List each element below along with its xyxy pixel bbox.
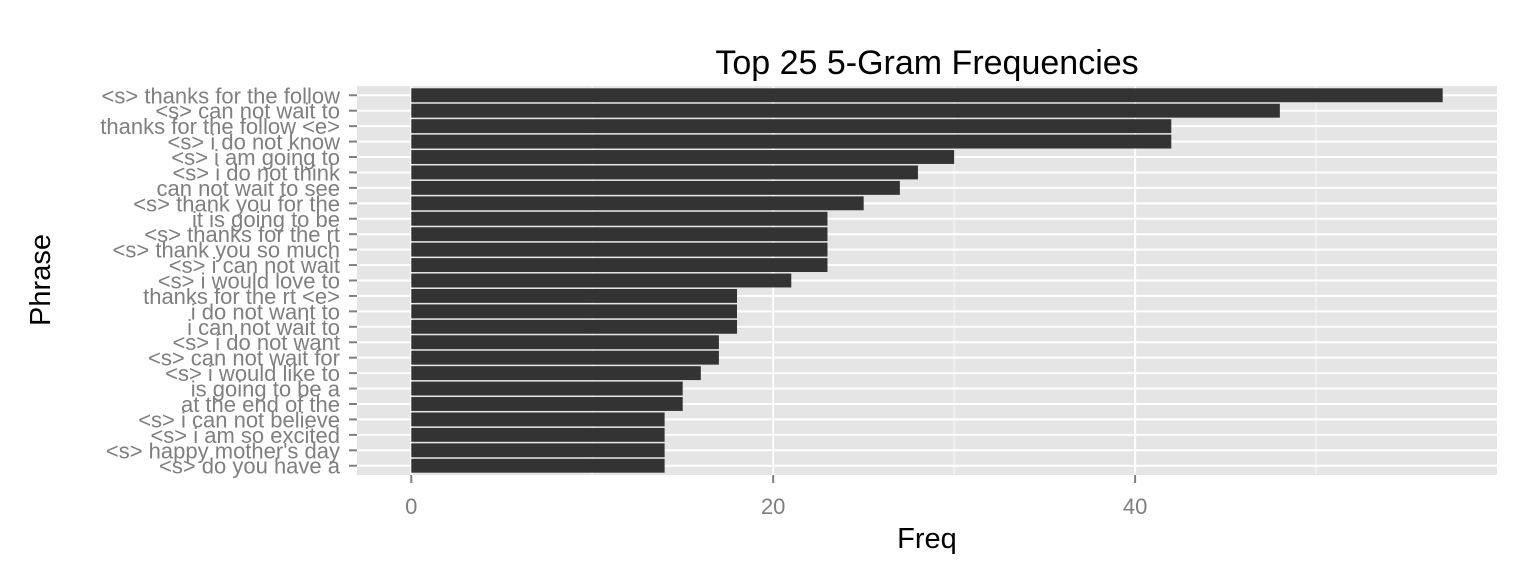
x-axis-tick-labels: 0 20 40 xyxy=(405,494,1147,519)
bar xyxy=(411,180,900,195)
y-tick-label: <s> i would like to xyxy=(165,361,340,386)
bars xyxy=(411,88,1443,473)
chart-title: Top 25 5-Gram Frequencies xyxy=(715,44,1138,82)
bar xyxy=(411,304,737,319)
bar xyxy=(411,150,955,164)
y-tick-label: <s> can not wait for xyxy=(148,346,340,371)
bar xyxy=(411,134,1172,149)
bar xyxy=(411,211,828,226)
y-tick-label: <s> i can not wait xyxy=(169,253,340,278)
bar xyxy=(411,443,665,458)
bar xyxy=(411,103,1280,118)
x-tick-label: 20 xyxy=(761,494,785,519)
y-tick-label: thanks for the rt <e> xyxy=(143,284,340,309)
y-tick-label: <s> thank you so much xyxy=(113,238,340,263)
y-tick-label: <s> i am so excited xyxy=(150,423,340,448)
y-axis-title: Phrase xyxy=(25,234,57,326)
bar xyxy=(411,335,719,350)
bar xyxy=(411,227,828,242)
y-tick-label: <s> thank you for the xyxy=(133,191,340,216)
y-tick-label: at the end of the xyxy=(181,392,340,417)
y-tick-label: <s> i can not believe xyxy=(138,407,340,432)
bar xyxy=(411,427,665,442)
y-tick-label: it is going to be xyxy=(192,207,340,232)
x-tick-label: 0 xyxy=(405,494,417,519)
bar xyxy=(411,288,737,303)
bar xyxy=(411,165,918,180)
y-tick-label: <s> i do not want xyxy=(172,330,340,355)
y-tick-label: <s> can not wait to xyxy=(155,99,340,124)
y-axis-tick-labels: <s> thanks for the follow<s> can not wai… xyxy=(100,83,341,478)
y-tick-label: thanks for the follow <e> xyxy=(100,114,340,139)
bar xyxy=(411,412,665,427)
bar xyxy=(411,258,828,273)
x-axis-title: Freq xyxy=(897,523,957,555)
bar xyxy=(411,366,701,381)
bar xyxy=(411,319,737,334)
y-tick-label: <s> i do not know xyxy=(168,130,341,155)
y-tick-label: <s> thanks for the rt xyxy=(144,222,340,247)
bar xyxy=(411,458,665,473)
y-tick-label: i can not wait to xyxy=(187,315,340,340)
bar xyxy=(411,196,864,211)
bar xyxy=(411,273,792,288)
y-axis-ticks xyxy=(349,94,357,467)
y-tick-label: <s> do you have a xyxy=(159,454,341,479)
x-tick-label: 40 xyxy=(1123,494,1147,519)
bar xyxy=(411,88,1443,103)
bar xyxy=(411,397,683,411)
y-tick-label: <s> i would love to xyxy=(158,269,340,294)
y-tick-label: i do not want to xyxy=(191,299,340,324)
y-tick-label: <s> i am going to xyxy=(171,145,340,170)
y-tick-label: <s> happy mother's day xyxy=(106,438,340,463)
x-axis-ticks xyxy=(410,475,1137,483)
bar xyxy=(411,350,719,365)
y-tick-label: is going to be a xyxy=(191,377,341,402)
y-tick-label: <s> i do not think xyxy=(172,160,341,185)
y-tick-label: <s> thanks for the follow xyxy=(102,83,341,108)
y-tick-label: can not wait to see xyxy=(157,176,340,201)
bar xyxy=(411,242,828,257)
bar xyxy=(411,381,683,396)
bar xyxy=(411,119,1172,134)
